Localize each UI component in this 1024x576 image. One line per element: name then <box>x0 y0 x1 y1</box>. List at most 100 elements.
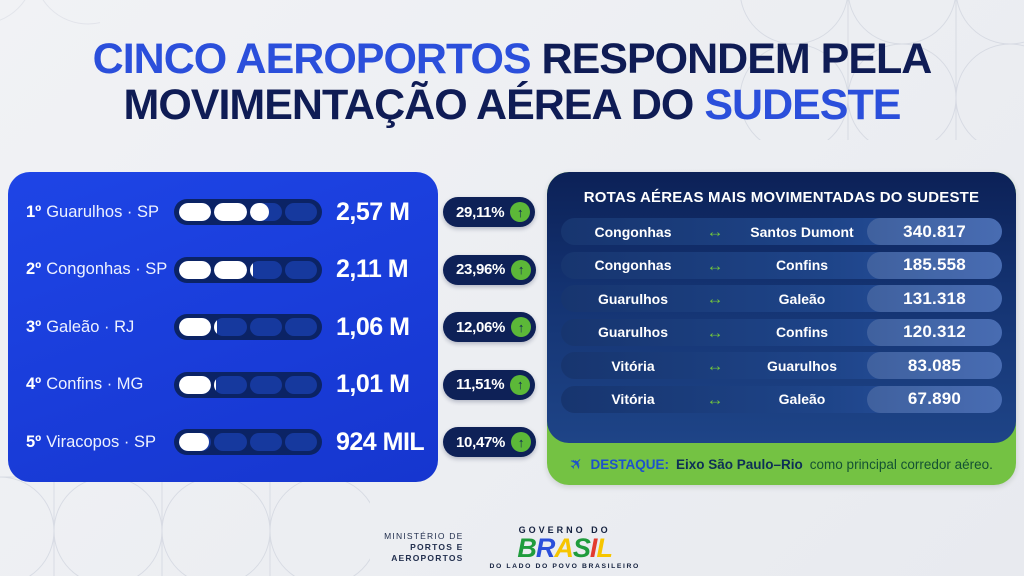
brasil-wordmark: BRASIL <box>490 535 640 562</box>
airport-value: 2,57 M <box>336 197 410 226</box>
title-line-2: MOVIMENTAÇÃO AÉREA DO SUDESTE <box>0 82 1024 128</box>
title-rest-1: RESPONDEM PELA <box>530 35 933 83</box>
airport-row: 1º Guarulhos · SP 2,57 M <box>26 188 420 236</box>
airport-label: 1º Guarulhos · SP <box>26 203 174 222</box>
arrow-up-icon: ↑ <box>511 317 532 337</box>
airport-name: Congonhas · SP <box>46 260 168 278</box>
airport-row: 5º Viracopos · SP 924 MIL <box>26 418 425 466</box>
growth-badge-slot: 11,51% ↑ <box>443 361 536 409</box>
progress-fill <box>179 203 212 221</box>
arrow-up-icon: ↑ <box>511 432 532 452</box>
growth-badge-slot: 29,11% ↑ <box>443 188 536 236</box>
double-arrow-icon: ↔ <box>706 289 724 308</box>
airport-name: Viracopos · SP <box>46 432 156 451</box>
progress-segment <box>284 260 317 279</box>
growth-badge: 23,96% ↑ <box>443 254 537 285</box>
route-destination: Santos Dumont <box>750 223 854 240</box>
progress-segment <box>179 433 212 451</box>
arrow-up-icon: ↑ <box>510 374 531 395</box>
route-origin: Guarulhos <box>597 290 668 307</box>
route-value: 67.890 <box>867 385 1002 413</box>
airport-rank: 1º <box>26 202 42 221</box>
progress-segment <box>214 318 247 336</box>
progress-segment <box>179 203 212 221</box>
route-origin: Congonhas <box>594 257 672 273</box>
arrow-up-icon: ↑ <box>511 259 532 280</box>
page-title: CINCO AEROPORTOS RESPONDEM PELA MOVIMENT… <box>0 36 1024 128</box>
plane-icon: ✈ <box>566 453 588 476</box>
route-destination: Galeão <box>778 290 826 307</box>
footer-logos: MINISTÉRIO DE PORTOS E AEROPORTOS GOVERN… <box>0 525 1024 570</box>
ministry-line-2: PORTOS E <box>410 542 464 552</box>
double-arrow-icon: ↔ <box>706 255 724 275</box>
brasil-letter: B <box>517 533 536 563</box>
airport-progress-bar <box>174 256 322 283</box>
growth-badge: 10,47% ↑ <box>443 427 537 457</box>
brasil-letter: A <box>554 533 573 563</box>
route-origin: Guarulhos <box>597 324 668 340</box>
progress-fill <box>214 260 247 279</box>
airport-label: 5º Viracopos · SP <box>26 433 174 452</box>
growth-badge: 11,51% ↑ <box>443 369 536 400</box>
route-row: Congonhas ↔ Confins 185.558 <box>561 251 1002 279</box>
airport-name: Confins · MG <box>46 375 144 393</box>
highlight-bold-text: Eixo São Paulo–Rio <box>676 456 803 472</box>
brasil-letter: R <box>535 533 555 563</box>
progress-fill <box>179 260 212 279</box>
airport-rank: 3º <box>26 317 42 336</box>
gov-bottom-text: DO LADO DO POVO BRASILEIRO <box>489 563 640 570</box>
growth-badge-slot: 12,06% ↑ <box>443 303 537 351</box>
airport-rank: 4º <box>26 375 42 393</box>
progress-fill <box>179 433 209 451</box>
ministry-line-1: MINISTÉRIO DE <box>384 531 464 541</box>
gov-top-text: GOVERNO DO <box>518 525 611 535</box>
airport-progress-bar <box>174 199 322 225</box>
title-rest-2: MOVIMENTAÇÃO AÉREA DO <box>123 81 705 129</box>
route-destination: Confins <box>775 324 829 340</box>
brasil-letter: I <box>589 533 597 563</box>
growth-percentage: 29,11% <box>456 203 505 221</box>
route-row: Guarulhos ↔ Galeão 131.318 <box>561 285 1002 312</box>
growth-badge-slot: 23,96% ↑ <box>443 246 537 294</box>
title-highlight-1: CINCO AEROPORTOS <box>92 35 532 83</box>
airport-label: 4º Confins · MG <box>26 375 174 394</box>
double-arrow-icon: ↔ <box>706 356 724 375</box>
route-value: 83.085 <box>867 352 1002 379</box>
arrow-up-icon: ↑ <box>510 202 531 222</box>
growth-percentage: 12,06% <box>456 318 506 336</box>
airport-value: 1,06 M <box>336 312 410 341</box>
progress-segment <box>179 375 212 394</box>
title-highlight-2: SUDESTE <box>704 81 901 129</box>
progress-segment <box>284 318 317 336</box>
airport-row: 4º Confins · MG 1,01 M <box>26 361 420 409</box>
brasil-letter: L <box>596 533 612 563</box>
routes-title: ROTAS AÉREAS MAIS MOVIMENTADAS DO SUDEST… <box>583 189 980 206</box>
double-arrow-icon: ↔ <box>706 322 724 342</box>
airport-label: 3º Galeão · RJ <box>26 318 174 337</box>
growth-badge-slot: 10,47% ↑ <box>443 418 537 466</box>
airport-progress-bar <box>174 371 322 398</box>
growth-percentage: 11,51% <box>456 376 505 393</box>
progress-fill <box>214 318 217 336</box>
brasil-letter: S <box>572 533 591 563</box>
airport-name: Galeão · RJ <box>46 317 135 336</box>
route-value: 120.312 <box>867 318 1002 346</box>
airport-ranking-panel: 1º Guarulhos · SP 2,57 M 2º Congonhas · SP 2,… <box>8 172 438 482</box>
progress-segment <box>249 433 282 451</box>
airport-progress-bar <box>174 314 322 340</box>
progress-segment <box>284 203 317 221</box>
route-destination: Galeão <box>778 391 826 407</box>
airport-label: 2º Congonhas · SP <box>26 260 174 279</box>
airport-rank: 2º <box>26 260 42 278</box>
progress-segment <box>284 375 317 394</box>
route-value: 340.817 <box>867 218 1002 245</box>
growth-badge: 29,11% ↑ <box>443 197 536 227</box>
progress-fill <box>214 375 216 394</box>
progress-segment <box>214 203 247 221</box>
progress-segment <box>214 260 247 279</box>
route-value: 185.558 <box>867 251 1002 279</box>
highlight-rest-text: como principal corredor aéreo. <box>809 456 993 472</box>
route-destination: Guarulhos <box>766 357 837 374</box>
progress-segment <box>249 318 282 336</box>
airport-row: 3º Galeão · RJ 1,06 M <box>26 303 420 351</box>
